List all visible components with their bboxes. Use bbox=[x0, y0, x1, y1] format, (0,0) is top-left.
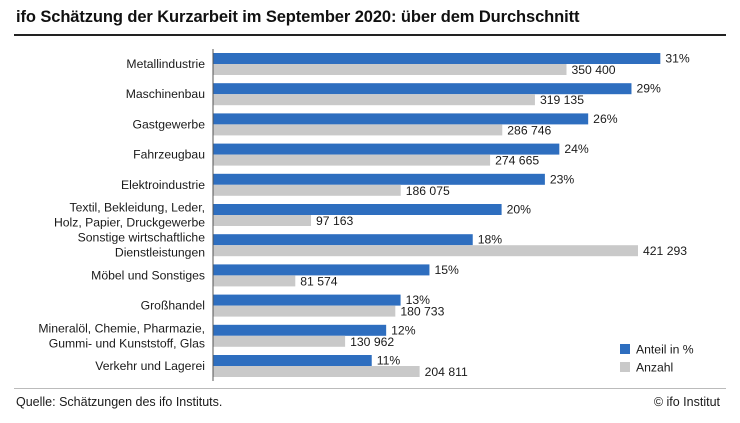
category-label-line: Möbel und Sonstiges bbox=[91, 268, 205, 282]
category-label: Möbel und Sonstiges bbox=[91, 268, 205, 282]
count-bar bbox=[213, 124, 503, 136]
category-label: Fahrzeugbau bbox=[133, 148, 205, 162]
count-value-label: 81 574 bbox=[300, 274, 337, 288]
share-bar bbox=[213, 264, 430, 276]
category-label-line: Holz, Papier, Druckgewerbe bbox=[54, 216, 205, 230]
copyright-note: © ifo Institut bbox=[653, 395, 720, 409]
share-bar bbox=[213, 355, 372, 366]
category-label-line: Dienstleistungen bbox=[115, 246, 205, 260]
count-bar bbox=[213, 305, 396, 317]
legend-label-count: Anzahl bbox=[636, 361, 673, 375]
category-label-line: Elektroindustrie bbox=[121, 178, 205, 192]
count-value-label: 421 293 bbox=[643, 244, 687, 258]
share-bar bbox=[213, 53, 661, 64]
category-label-line: Textil, Bekleidung, Leder, bbox=[69, 201, 205, 215]
count-value-label: 204 811 bbox=[425, 365, 468, 379]
category-label-line: Gummi- und Kunststoff, Glas bbox=[49, 336, 205, 350]
count-bar bbox=[213, 184, 401, 196]
count-bar bbox=[213, 335, 346, 347]
share-value-label: 20% bbox=[507, 203, 532, 217]
category-label: Großhandel bbox=[141, 299, 205, 313]
category-label: Textil, Bekleidung, Leder, Holz, Papier, … bbox=[54, 201, 205, 230]
count-bar bbox=[213, 245, 638, 257]
share-value-label: 15% bbox=[434, 263, 459, 277]
count-bar bbox=[213, 64, 567, 75]
share-value-label: 24% bbox=[564, 142, 589, 156]
source-note: Quelle: Schätzungen des ifo Instituts. bbox=[16, 395, 223, 409]
count-value-label: 180 733 bbox=[400, 305, 444, 319]
share-value-label: 29% bbox=[636, 82, 661, 96]
category-label-line: Sonstige wirtschaftliche bbox=[78, 231, 206, 245]
legend-swatch-count bbox=[620, 362, 630, 372]
share-value-label: 18% bbox=[478, 233, 503, 247]
count-value-label: 130 962 bbox=[350, 335, 394, 349]
share-bar bbox=[213, 173, 545, 185]
category-label-line: Gastgewerbe bbox=[133, 117, 206, 131]
count-bar bbox=[213, 154, 491, 166]
count-value-label: 350 400 bbox=[571, 63, 615, 77]
share-value-label: 26% bbox=[593, 112, 618, 126]
count-value-label: 286 746 bbox=[507, 123, 551, 137]
category-label: Mineralöl, Chemie, Pharmazie, Gummi- und … bbox=[38, 321, 205, 350]
share-value-label: 13% bbox=[406, 293, 431, 307]
legend-swatch-share bbox=[620, 344, 630, 354]
category-label: Elektroindustrie bbox=[121, 178, 205, 192]
category-label-line: Verkehr und Lagerei bbox=[95, 359, 205, 373]
category-label: Sonstige wirtschaftliche Dienstleistungen bbox=[78, 231, 206, 260]
category-label: Metallindustrie bbox=[126, 57, 205, 71]
category-label-line: Maschinenbau bbox=[126, 87, 205, 101]
share-value-label: 31% bbox=[665, 52, 690, 66]
share-bar bbox=[213, 113, 589, 125]
category-label-line: Fahrzeugbau bbox=[133, 148, 205, 162]
count-bar bbox=[213, 366, 420, 377]
share-value-label: 23% bbox=[550, 172, 575, 186]
share-bar bbox=[213, 204, 502, 215]
share-bar bbox=[213, 234, 473, 246]
share-bar bbox=[213, 83, 632, 95]
title-rule bbox=[14, 34, 726, 36]
count-value-label: 97 163 bbox=[316, 214, 353, 228]
share-bar bbox=[213, 143, 560, 155]
footer-rule bbox=[14, 388, 726, 389]
share-value-label: 11% bbox=[377, 354, 401, 368]
count-bar bbox=[213, 275, 296, 287]
category-label: Verkehr und Lagerei bbox=[95, 359, 205, 373]
legend-label-share: Anteil in % bbox=[636, 343, 694, 357]
share-value-label: 12% bbox=[391, 323, 416, 337]
count-bar bbox=[213, 94, 535, 106]
category-label-line: Großhandel bbox=[141, 299, 205, 313]
category-label: Gastgewerbe bbox=[133, 117, 206, 131]
count-bar bbox=[213, 215, 312, 226]
chart-title: ifo Schätzung der Kurzarbeit im Septembe… bbox=[16, 8, 580, 26]
count-value-label: 274 665 bbox=[495, 154, 539, 168]
count-value-label: 186 075 bbox=[406, 184, 450, 198]
category-label-line: Metallindustrie bbox=[126, 57, 205, 71]
category-label: Maschinenbau bbox=[126, 87, 205, 101]
share-bar bbox=[213, 294, 401, 306]
category-label-line: Mineralöl, Chemie, Pharmazie, bbox=[38, 321, 205, 335]
share-bar bbox=[213, 324, 387, 336]
count-value-label: 319 135 bbox=[540, 93, 584, 107]
